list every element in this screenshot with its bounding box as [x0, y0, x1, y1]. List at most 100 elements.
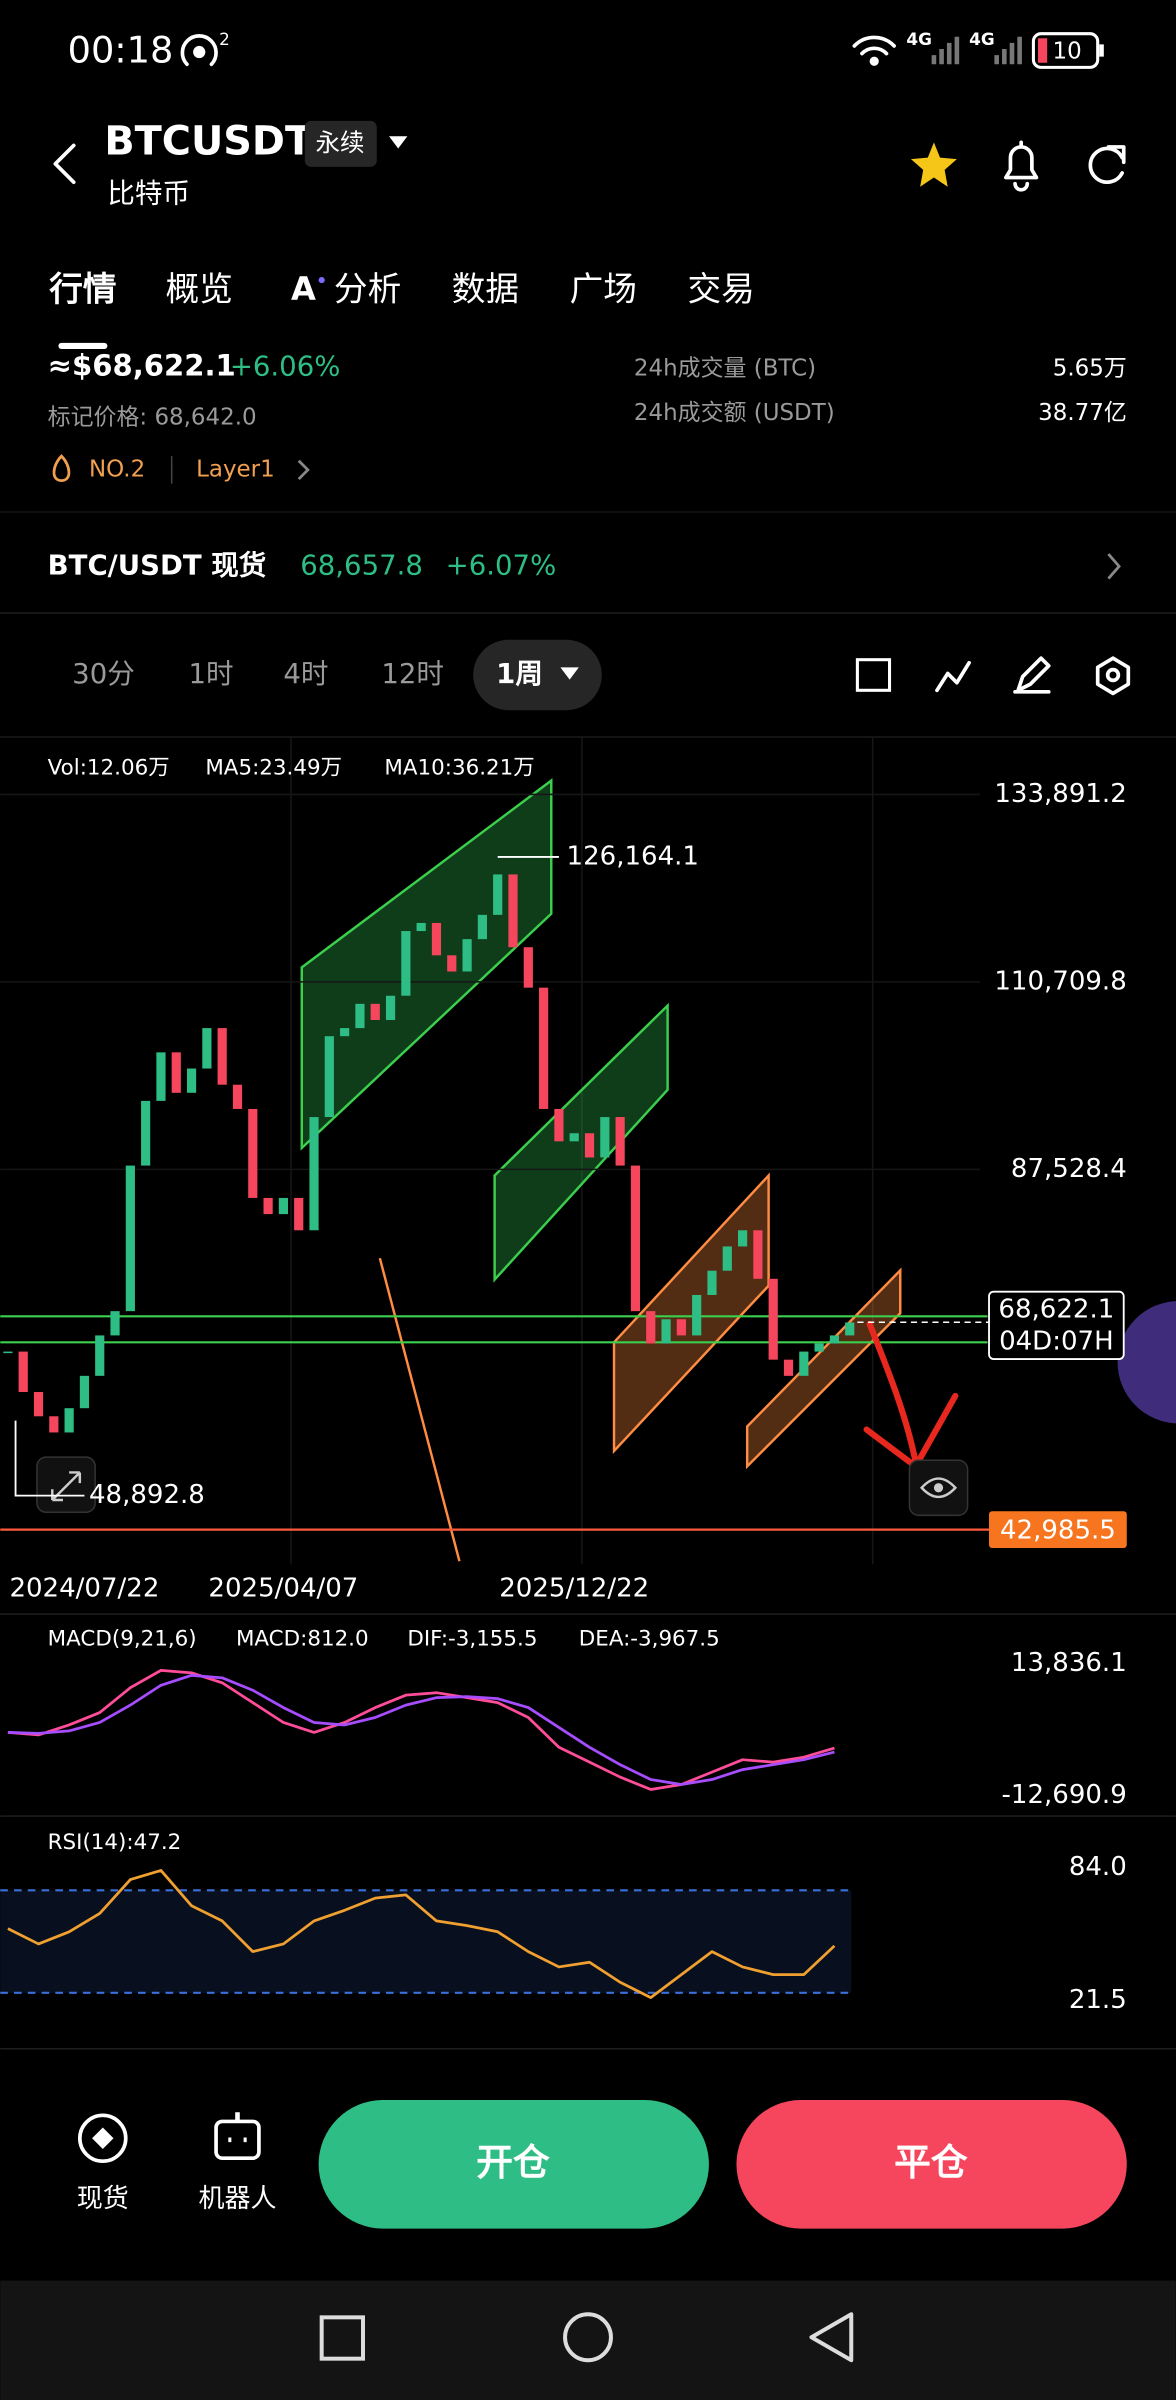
floating-assistant[interactable] [1117, 1301, 1176, 1424]
candle [95, 1335, 105, 1376]
tab[interactable]: 数据 [452, 269, 519, 308]
tool-icon[interactable] [935, 660, 971, 693]
legend-entry: DIF:-3,155.5 [407, 1626, 537, 1651]
timeframe[interactable]: 4时 [283, 658, 328, 690]
tool-icon[interactable] [855, 658, 892, 692]
share-icon[interactable] [1088, 145, 1126, 184]
candle [18, 1351, 28, 1393]
candle [493, 874, 503, 915]
network-label: 4G [906, 29, 932, 49]
candle [110, 1311, 120, 1336]
x-tick-label: 2024/07/22 [9, 1573, 159, 1603]
spot-icon-inner [92, 2127, 114, 2149]
level-label: 42,985.5 [1000, 1516, 1116, 1546]
battery-text: 10 [1052, 39, 1081, 65]
tool-icon[interactable] [1013, 656, 1051, 694]
ai-icon-dot [318, 277, 325, 284]
candle [829, 1335, 840, 1344]
action-label[interactable]: 现货 [77, 2184, 129, 2214]
timeframe[interactable]: 1周 [496, 658, 543, 690]
open-button-label[interactable]: 开仓 [476, 2141, 550, 2184]
hotspot-arc [180, 34, 218, 67]
favorite-star[interactable] [910, 142, 957, 187]
status-time: 00:18 [68, 29, 174, 72]
robot-icon-detail [228, 2112, 247, 2143]
expand-icon [51, 1471, 82, 1502]
hotspot-icon [180, 34, 218, 67]
candle [370, 1003, 380, 1021]
candle [783, 1359, 794, 1376]
nav-back[interactable] [809, 2312, 854, 2363]
timeframe[interactable]: 1时 [189, 658, 234, 690]
candle [523, 947, 533, 988]
candle [539, 987, 549, 1109]
stat-value: 5.65万 [1053, 355, 1127, 381]
tab[interactable]: 概览 [166, 269, 233, 308]
indicator-label: MA10:36.21万 [384, 755, 534, 780]
timeframe[interactable]: 12时 [381, 658, 444, 690]
candle [799, 1351, 809, 1376]
sector[interactable]: Layer1 [196, 456, 275, 482]
candle [263, 1197, 273, 1215]
candle [416, 922, 426, 932]
chart-tools [855, 656, 1131, 696]
spot-price: 68,657.8 [300, 549, 423, 581]
symbol-dropdown[interactable] [389, 136, 408, 149]
chevron[interactable] [1107, 553, 1121, 580]
timeframe-active-bg [473, 639, 602, 711]
candle [324, 1036, 334, 1118]
candle [554, 1108, 564, 1142]
timeframe[interactable]: 30分 [72, 658, 135, 690]
open-button[interactable] [318, 2100, 709, 2229]
level-tag [989, 1511, 1127, 1548]
countdown-label: 04D:07H [999, 1327, 1114, 1357]
price-change: +6.06% [230, 350, 341, 382]
action-label[interactable]: 机器人 [198, 2184, 276, 2214]
legend-entry: MACD(9,21,6) [48, 1626, 197, 1651]
flame-icon [52, 454, 71, 482]
tab[interactable]: 行情 [49, 269, 116, 308]
close-button[interactable] [736, 2100, 1127, 2229]
tab[interactable]: 分析 [334, 269, 401, 308]
spot-icon[interactable] [78, 2113, 128, 2164]
x-tick-label: 2025/04/07 [208, 1573, 358, 1603]
x-tick-label: 2025/12/22 [499, 1573, 649, 1603]
tab[interactable]: 广场 [570, 269, 637, 308]
tab-underline [58, 342, 108, 349]
nav-home[interactable] [563, 2312, 613, 2363]
close-button-label[interactable]: 平仓 [894, 2141, 968, 2184]
tool-icon-center [1105, 667, 1121, 683]
candle [753, 1230, 763, 1279]
bell-icon[interactable] [1004, 140, 1039, 192]
timeframe-dropdown[interactable] [560, 667, 579, 680]
low-marker [14, 1420, 85, 1497]
candle [202, 1028, 212, 1069]
ai-icon: A [291, 270, 316, 308]
y-tick-label: 13,836.1 [1011, 1648, 1127, 1678]
spot-pair[interactable]: BTC/USDT 现货 [48, 549, 267, 581]
candle [814, 1343, 824, 1352]
indicator-label: MA5:23.49万 [205, 755, 342, 780]
symbol[interactable]: BTCUSDT [104, 118, 312, 164]
candle [141, 1100, 151, 1166]
legend-entry: MACD:812.0 [236, 1626, 369, 1651]
nav-recent[interactable] [319, 2315, 365, 2361]
grid-vertical [290, 737, 874, 1565]
candle [447, 955, 457, 972]
rank[interactable]: NO.2 [89, 456, 145, 482]
divider [0, 612, 1176, 614]
stat-label: 24h成交量 (BTC) [634, 355, 816, 381]
low-label: 48,892.8 [89, 1480, 205, 1510]
subtitle: 比特币 [107, 177, 190, 209]
main-chart [0, 737, 1176, 1565]
tab[interactable]: 交易 [687, 269, 754, 308]
candle [569, 1133, 579, 1142]
candle [431, 922, 442, 956]
tool-icon[interactable] [1095, 656, 1131, 696]
back-button[interactable] [53, 143, 76, 184]
candle [661, 1319, 671, 1344]
